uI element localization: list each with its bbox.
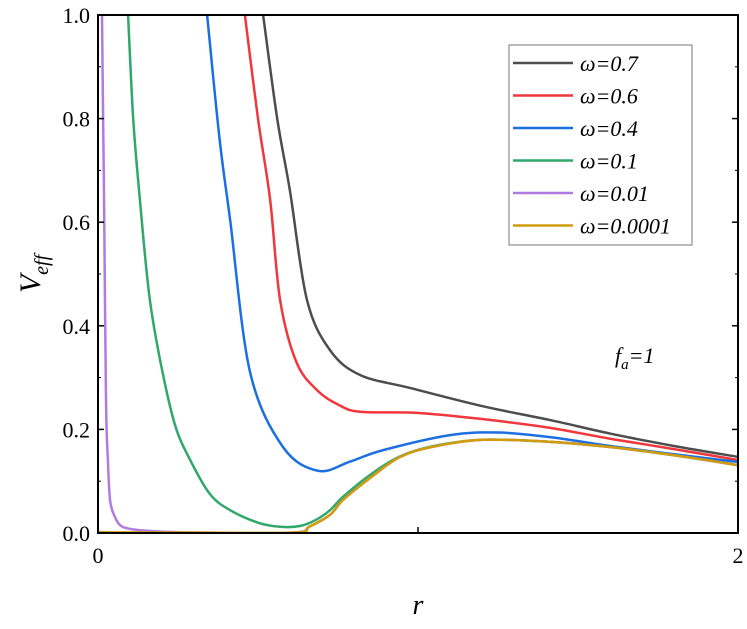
legend-label-4: ω=0.01 xyxy=(580,181,649,206)
y-axis-title: Veff xyxy=(14,252,53,293)
series-line-0 xyxy=(261,15,738,459)
y-tick-label: 0.0 xyxy=(63,521,91,546)
x-tick-label: 2 xyxy=(733,543,744,568)
y-tick-label: 0.8 xyxy=(63,107,91,132)
legend-label-0: ω=0.7 xyxy=(580,51,639,76)
series-line-1 xyxy=(243,15,738,462)
legend-label-2: ω=0.4 xyxy=(580,116,638,141)
y-axis-title-main: V xyxy=(14,271,47,293)
legend-label-5: ω=0.0001 xyxy=(580,214,671,239)
series-line-2 xyxy=(205,15,738,473)
series-line-5 xyxy=(98,438,738,533)
y-tick-label: 0.2 xyxy=(63,417,91,442)
x-tick-label: 0 xyxy=(93,543,104,568)
annotation-fa: fa=1 xyxy=(615,343,654,373)
legend-box xyxy=(508,44,693,246)
y-tick-label: 1.0 xyxy=(63,3,91,28)
legend: ω=0.7 ω=0.6 ω=0.4 ω=0.1 ω=0.01 ω=0.0001 xyxy=(508,44,693,246)
annotation-main: f xyxy=(615,343,624,368)
legend-label-3: ω=0.1 xyxy=(580,149,638,174)
annotation-rest: =1 xyxy=(629,343,655,368)
legend-label-1: ω=0.6 xyxy=(580,84,638,109)
axis-ticks: 0.0 0.2 0.4 0.6 0.8 1.0 0 2 xyxy=(63,3,744,568)
y-axis-title-sub: eff xyxy=(31,252,53,274)
y-tick-label: 0.6 xyxy=(63,210,91,235)
y-tick-label: 0.4 xyxy=(63,314,91,339)
annotation-sub: a xyxy=(621,357,629,373)
x-axis-title: r xyxy=(413,590,424,621)
